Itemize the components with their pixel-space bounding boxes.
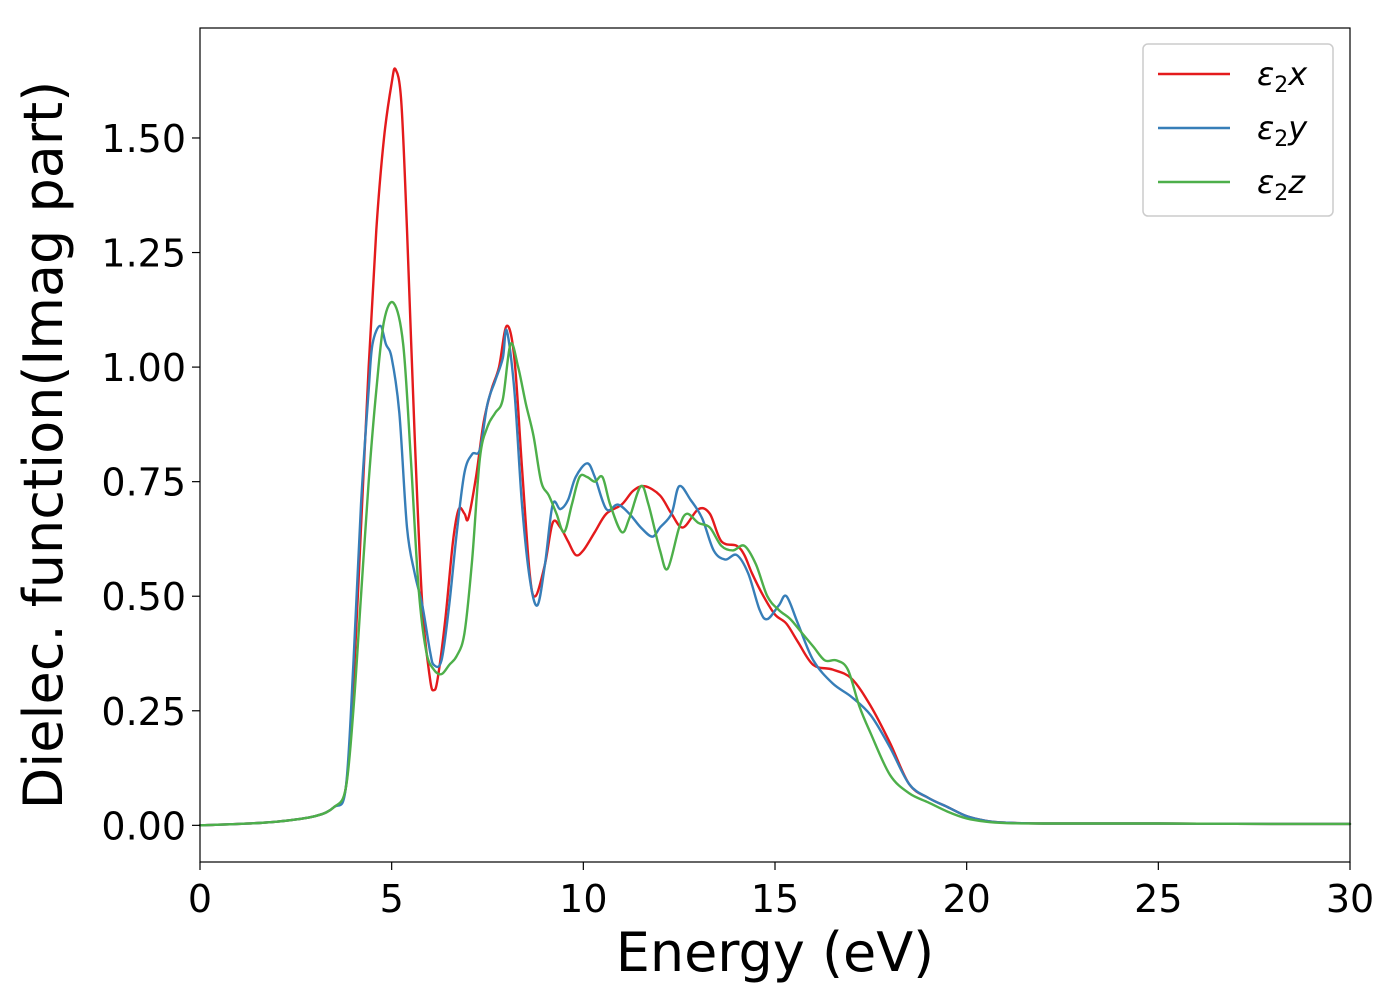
x-tick-label: 0 <box>188 877 212 921</box>
legend-label-y: ε2y <box>1257 109 1308 152</box>
legend-entries: ε2x ε2y ε2z <box>1158 55 1308 206</box>
y-tick-label: 1.00 <box>101 346 186 390</box>
series-line-z <box>198 300 1352 827</box>
y-tick-label: 0.50 <box>101 575 186 619</box>
x-tick-label: 5 <box>380 877 404 921</box>
y-tick-label: 0.75 <box>101 461 186 505</box>
legend-label-z: ε2z <box>1257 163 1306 206</box>
legend-box <box>1142 43 1334 217</box>
x-axis-ticks: 0 5 10 15 20 25 30 <box>188 862 1374 921</box>
y-axis-title: Dielec. function(Imag part) <box>12 81 75 810</box>
x-axis-title: Energy (eV) <box>616 921 935 984</box>
x-tick-label: 30 <box>1326 877 1374 921</box>
legend-label-x: ε2x <box>1257 55 1308 98</box>
series-line-y <box>198 324 1352 827</box>
legend: ε2x ε2y ε2z <box>1142 43 1334 217</box>
x-tick-label: 15 <box>751 877 799 921</box>
y-tick-label: 1.25 <box>101 232 186 276</box>
y-axis-ticks: 0.00 0.25 0.50 0.75 1.00 1.25 1.50 <box>101 117 200 848</box>
y-tick-label: 1.50 <box>101 117 186 161</box>
x-tick-label: 25 <box>1134 877 1182 921</box>
y-tick-label: 0.25 <box>101 690 186 734</box>
y-tick-label: 0.00 <box>101 804 186 848</box>
x-tick-label: 10 <box>559 877 607 921</box>
x-tick-label: 20 <box>942 877 990 921</box>
series-layer <box>198 67 1352 827</box>
